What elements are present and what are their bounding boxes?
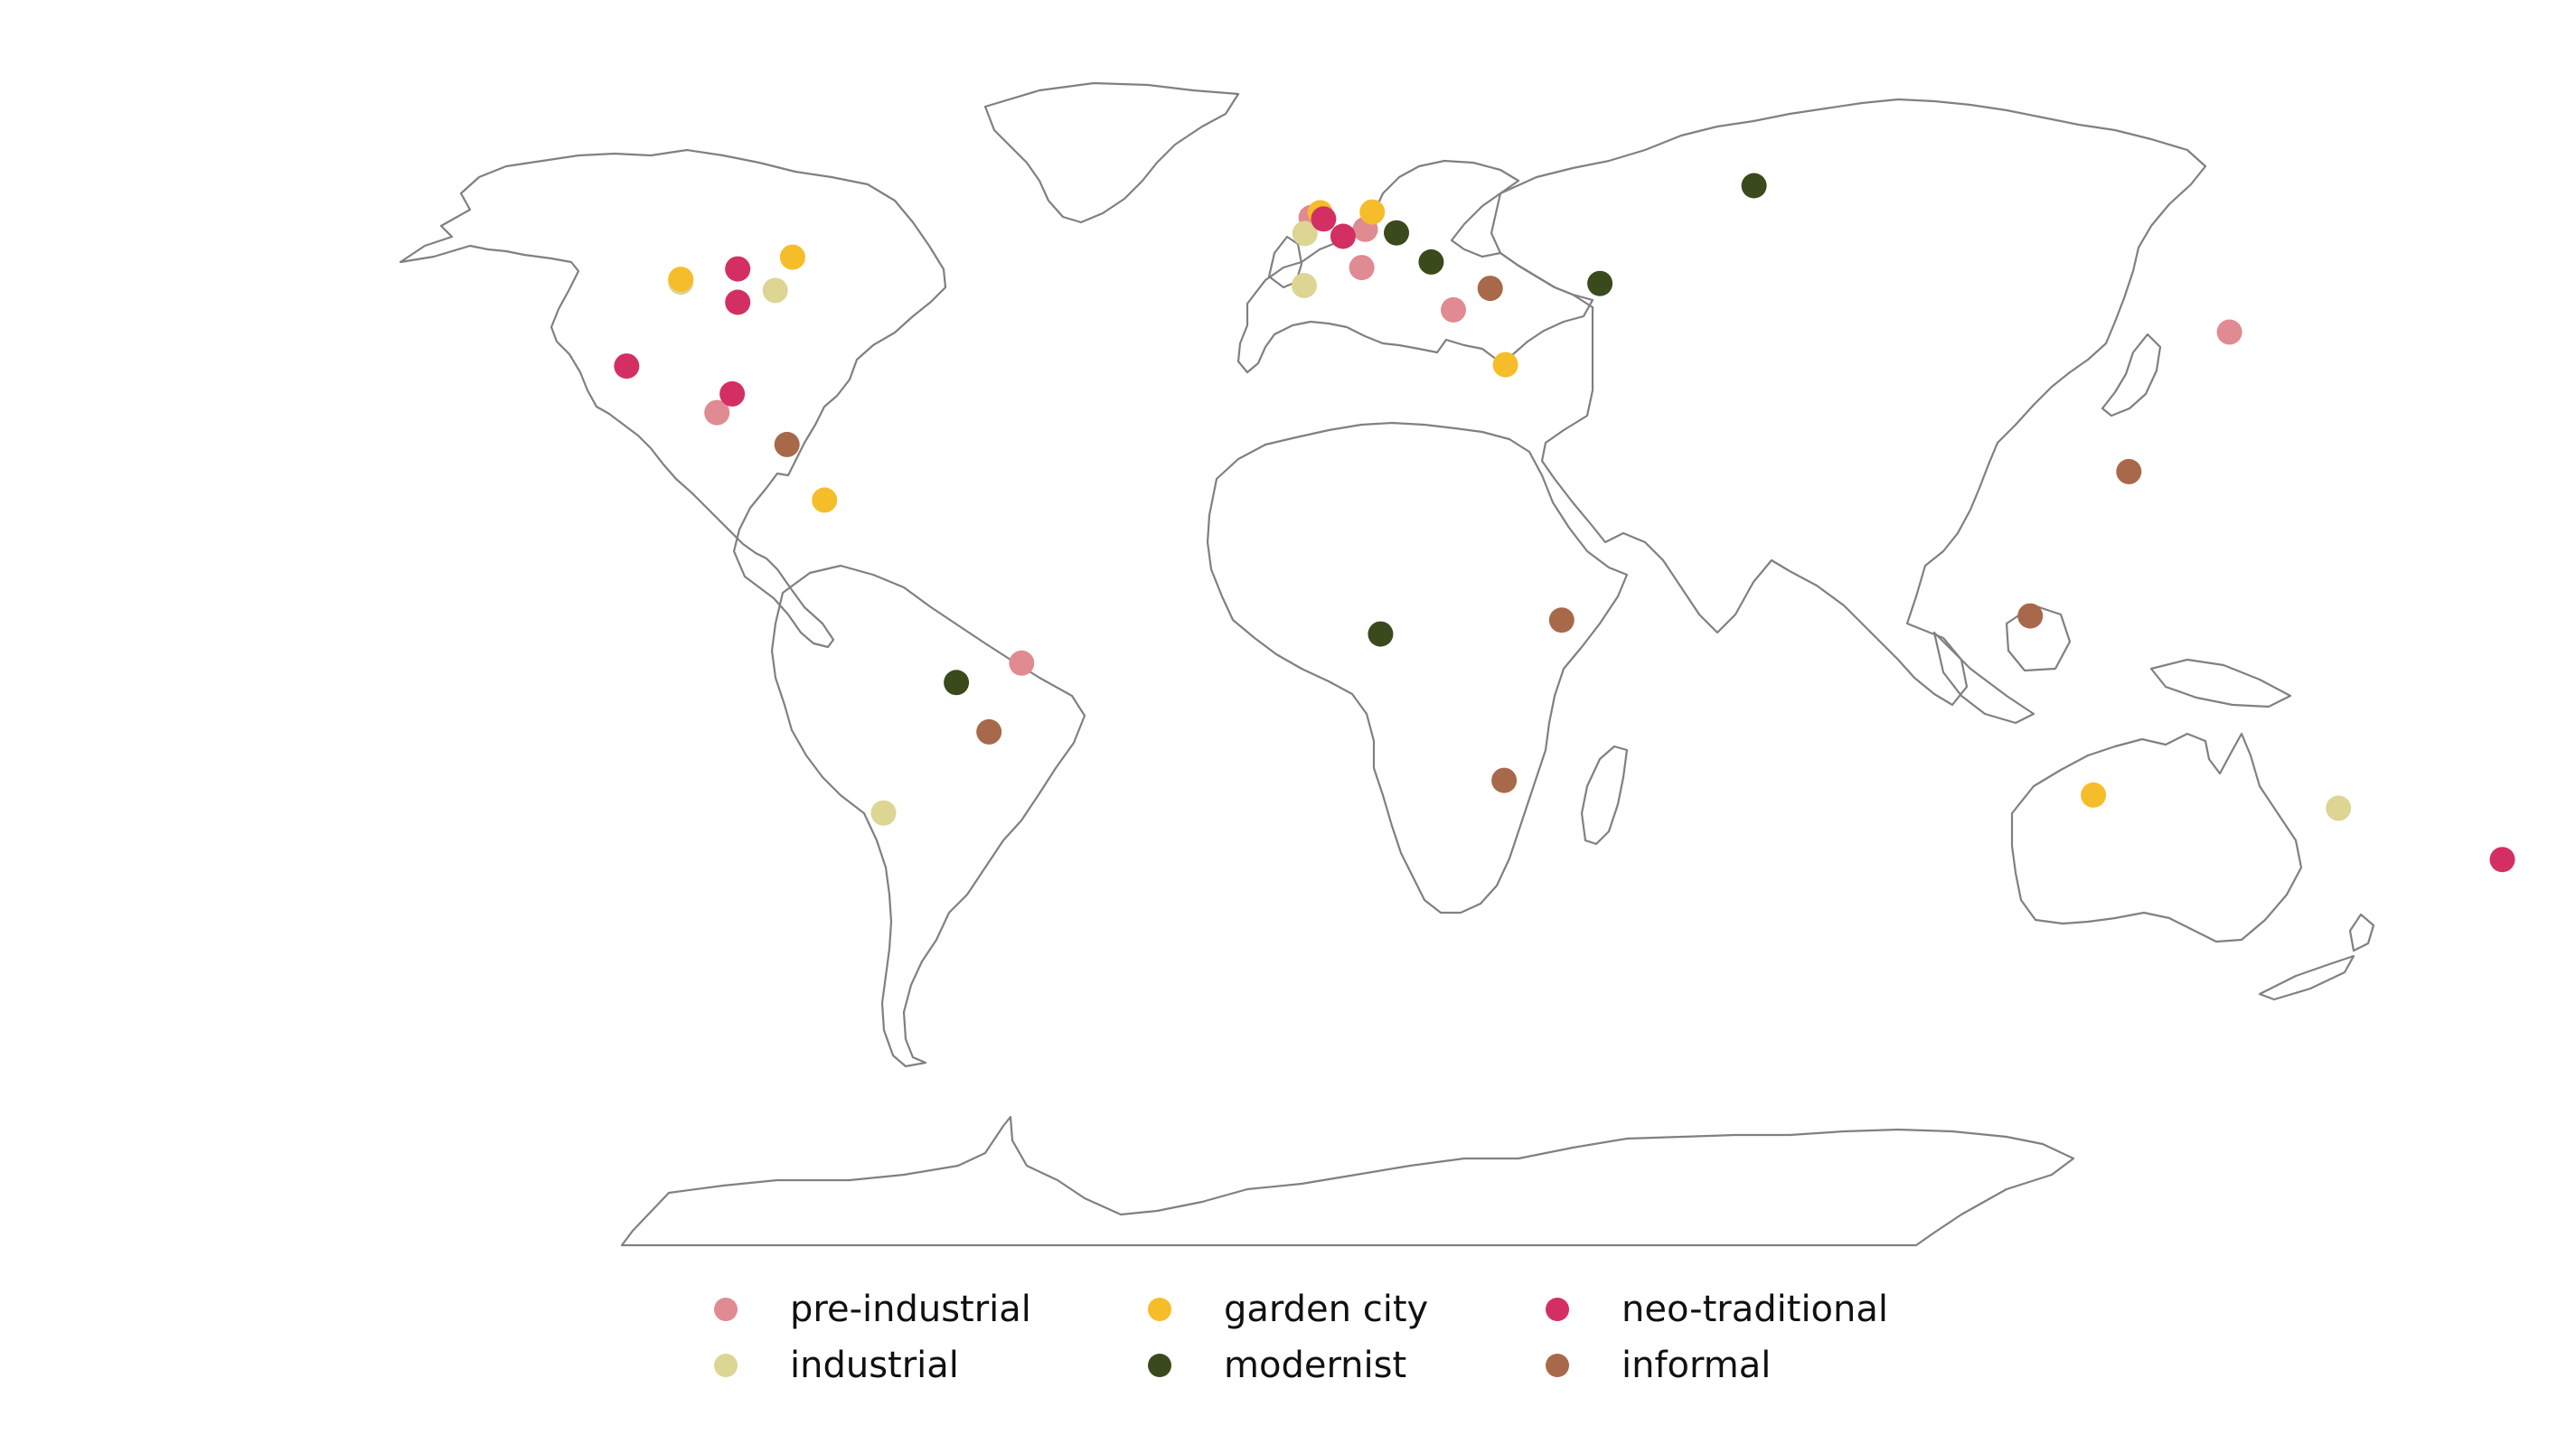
coastline-new-guinea bbox=[2149, 658, 2292, 708]
map-point-pre-industrial bbox=[1349, 255, 1375, 281]
legend-marker-neo-traditional bbox=[1546, 1298, 1569, 1321]
map-point-industrial bbox=[870, 800, 897, 826]
coastline-africa bbox=[1206, 421, 1629, 914]
coastline-new-zealand-south bbox=[2258, 954, 2355, 1001]
legend-marker-pre-industrial bbox=[714, 1298, 738, 1321]
coastline-europe bbox=[1236, 159, 1594, 374]
coastline-antarctica bbox=[620, 1115, 2075, 1247]
map-point-informal bbox=[1548, 607, 1575, 633]
map-point-informal bbox=[2116, 458, 2142, 484]
map-point-industrial bbox=[1292, 220, 1318, 247]
coastline-japan bbox=[2101, 333, 2162, 417]
map-point-informal bbox=[1477, 276, 1503, 302]
legend-marker-informal bbox=[1546, 1354, 1569, 1377]
map-point-garden-city bbox=[1492, 352, 1518, 378]
legend-item-neo-traditional: neo-traditional bbox=[1546, 1281, 1888, 1337]
map-point-industrial bbox=[1291, 273, 1317, 298]
map-point-modernist bbox=[1741, 173, 1767, 199]
legend-item-modernist: modernist bbox=[1148, 1337, 1406, 1393]
legend-label-informal: informal bbox=[1622, 1345, 1772, 1386]
coastline-british-isles bbox=[1267, 235, 1303, 289]
map-point-garden-city bbox=[812, 487, 838, 513]
map-point-neo-traditional bbox=[1330, 223, 1356, 249]
map-point-industrial bbox=[2326, 795, 2352, 821]
legend-label-industrial: industrial bbox=[790, 1345, 959, 1386]
map-point-modernist bbox=[1384, 220, 1409, 246]
legend-label-pre-industrial: pre-industrial bbox=[790, 1289, 1031, 1330]
coastline-north-america bbox=[399, 148, 947, 649]
map-point-neo-traditional bbox=[614, 353, 640, 380]
coastline-indonesia bbox=[1932, 631, 2035, 725]
map-point-pre-industrial bbox=[2216, 319, 2242, 345]
legend-marker-garden-city bbox=[1148, 1298, 1171, 1321]
map-point-neo-traditional bbox=[2489, 847, 2515, 873]
map-point-informal bbox=[2017, 603, 2044, 629]
map-point-garden-city bbox=[779, 244, 805, 270]
map-point-garden-city bbox=[2081, 782, 2107, 808]
coastline-new-zealand bbox=[2348, 913, 2375, 952]
legend: pre-industrial industrial garden city mo… bbox=[696, 1281, 2007, 1408]
legend-marker-modernist bbox=[1148, 1354, 1171, 1377]
legend-label-modernist: modernist bbox=[1224, 1345, 1407, 1386]
coastline-madagascar bbox=[1580, 745, 1629, 846]
legend-label-garden-city: garden city bbox=[1224, 1289, 1429, 1330]
map-point-informal bbox=[774, 431, 800, 457]
coastline-outlines bbox=[399, 81, 2375, 1247]
coastline-south-america bbox=[770, 564, 1086, 1068]
map-point-pre-industrial bbox=[1441, 296, 1466, 323]
city-points-layer bbox=[614, 173, 2515, 873]
legend-label-neo-traditional: neo-traditional bbox=[1622, 1289, 1888, 1330]
map-point-pre-industrial bbox=[1009, 650, 1035, 676]
map-point-modernist bbox=[944, 670, 970, 696]
legend-item-pre-industrial: pre-industrial bbox=[714, 1281, 1031, 1337]
map-point-industrial bbox=[762, 277, 788, 304]
map-point-neo-traditional bbox=[725, 289, 751, 315]
map-point-modernist bbox=[1368, 621, 1394, 647]
map-point-modernist bbox=[1418, 249, 1444, 275]
coastline-greenland bbox=[983, 81, 1240, 224]
coastline-asia bbox=[1490, 98, 2207, 707]
legend-item-industrial: industrial bbox=[714, 1337, 959, 1393]
map-point-pre-industrial bbox=[704, 399, 730, 426]
coastline-australia bbox=[2010, 732, 2303, 943]
map-point-neo-traditional bbox=[719, 380, 746, 407]
legend-marker-industrial bbox=[714, 1354, 738, 1377]
map-point-garden-city bbox=[668, 267, 694, 293]
map-point-informal bbox=[976, 718, 1002, 745]
map-point-garden-city bbox=[1359, 199, 1386, 225]
map-point-modernist bbox=[1587, 270, 1613, 296]
legend-item-garden-city: garden city bbox=[1148, 1281, 1428, 1337]
map-point-informal bbox=[1491, 767, 1518, 793]
map-point-neo-traditional bbox=[1311, 206, 1337, 232]
legend-item-informal: informal bbox=[1546, 1337, 1771, 1393]
map-point-neo-traditional bbox=[725, 256, 751, 282]
